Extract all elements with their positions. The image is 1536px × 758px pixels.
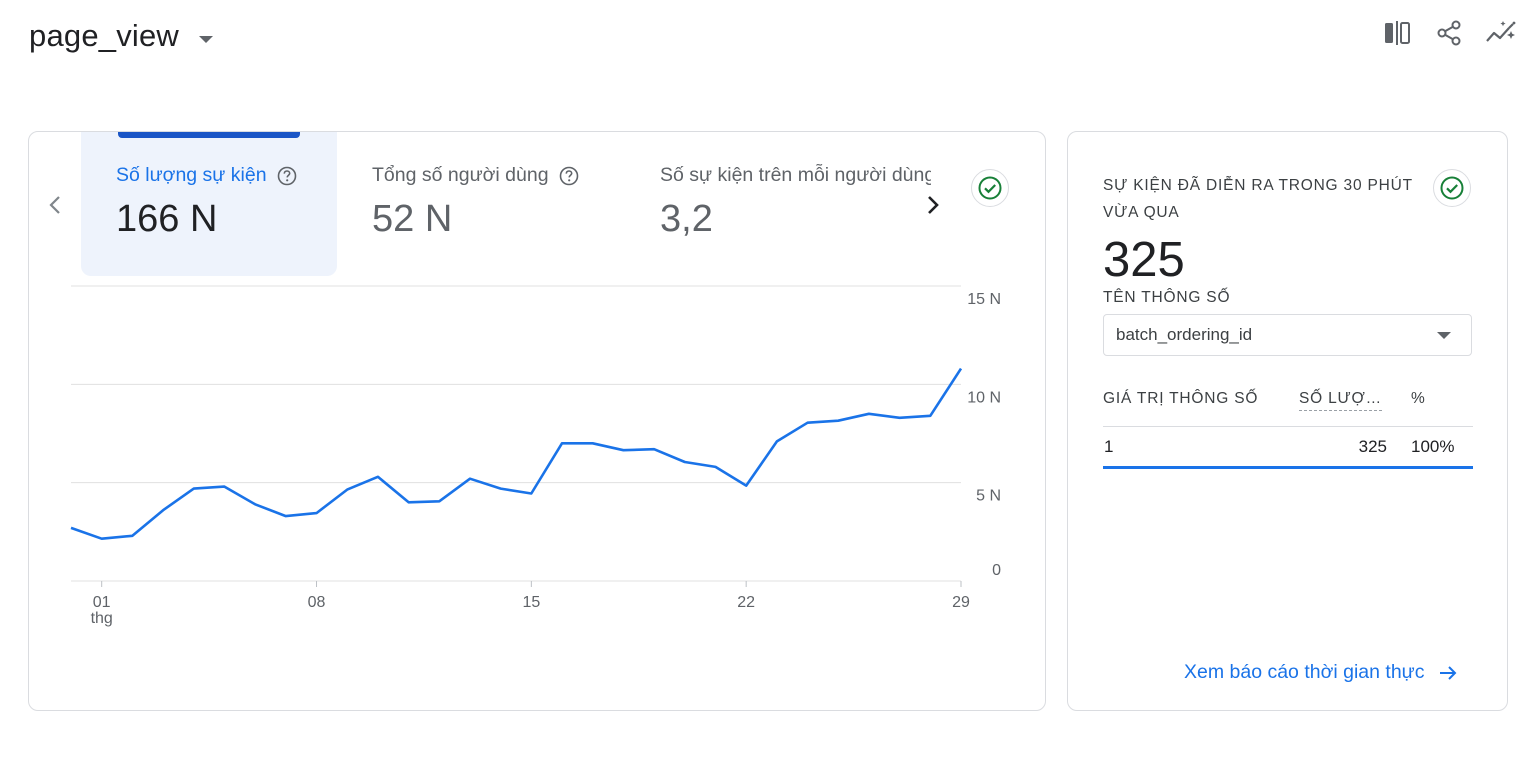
arrow-right-icon [1438,663,1458,683]
help-icon[interactable] [277,166,297,186]
column-header-count[interactable]: SỐ LƯỢ… [1299,390,1382,411]
param-select-value: batch_ordering_id [1116,325,1253,344]
metric-label: Số sự kiện trên mỗi người dùng [660,164,931,187]
realtime-report-link[interactable]: Xem báo cáo thời gian thực [1184,661,1458,684]
active-tab-indicator [118,132,300,138]
y-tick-label: 10 N [967,389,1001,406]
metric-value: 52 N [372,198,453,240]
cell-percent: 100% [1411,437,1455,456]
cell-count: 325 [1358,437,1387,456]
column-header-param-value: GIÁ TRỊ THÔNG SỐ [1103,390,1259,407]
x-tick-label: 29 [952,594,970,611]
x-tick-label: 01 [93,594,111,611]
tab-total-users[interactable]: Tổng số người dùng 52 N [337,132,603,276]
y-tick-label: 15 N [967,291,1001,308]
param-name-label: TÊN THÔNG SỐ [1103,289,1231,306]
y-tick-label: 0 [992,562,1001,579]
event-selector[interactable]: page_view [29,18,214,54]
x-tick-label: 22 [737,594,755,611]
metric-label: Số lượng sự kiện [116,164,297,187]
series-line[interactable] [70,367,963,541]
realtime-card: SỰ KIỆN ĐÃ DIỄN RA TRONG 30 PHÚT VỪA QUA… [1067,131,1508,711]
chevron-right-icon[interactable] [919,190,947,220]
x-tick-label: 08 [308,594,326,611]
metric-label-text: Tổng số người dùng [372,164,549,186]
help-icon[interactable] [559,166,579,186]
tab-events-per-user[interactable]: Số sự kiện trên mỗi người dùng 3,2 [625,132,931,276]
chevron-down-icon [199,35,214,43]
metric-value: 3,2 [660,198,713,240]
y-tick-label: 5 N [976,488,1001,505]
table-header: GIÁ TRỊ THÔNG SỐ SỐ LƯỢ… % [1103,390,1473,427]
x-tick-label: 15 [522,594,540,611]
realtime-event-count: 325 [1103,233,1185,287]
chevron-left-icon[interactable] [43,190,67,220]
metric-value: 166 N [116,198,218,240]
check-circle-icon[interactable] [971,169,1009,207]
metric-label-text: Số sự kiện trên mỗi người dùng [660,164,931,186]
table-row[interactable]: 1 325 100% [1103,426,1473,469]
realtime-card-title: SỰ KIỆN ĐÃ DIỄN RA TRONG 30 PHÚT VỪA QUA [1103,177,1413,221]
x-tick-sublabel: thg [91,610,113,627]
metric-label-text: Số lượng sự kiện [116,164,267,186]
chevron-down-icon [1437,332,1451,339]
toolbar [1380,16,1518,50]
tab-event-count[interactable]: Số lượng sự kiện 166 N [81,132,337,276]
metrics-chart-card: Số lượng sự kiện 166 N Tổng số người dùn… [28,131,1046,711]
page-title: page_view [29,18,180,53]
metric-label: Tổng số người dùng [372,164,579,187]
check-circle-icon[interactable] [1433,169,1471,207]
realtime-link-label: Xem báo cáo thời gian thực [1184,661,1425,683]
column-header-percent: % [1411,390,1426,407]
cell-param-value: 1 [1104,437,1114,456]
compare-icon[interactable] [1380,16,1414,50]
param-name-select[interactable]: batch_ordering_id [1103,314,1472,356]
insights-icon[interactable] [1484,16,1518,50]
share-icon[interactable] [1432,16,1466,50]
